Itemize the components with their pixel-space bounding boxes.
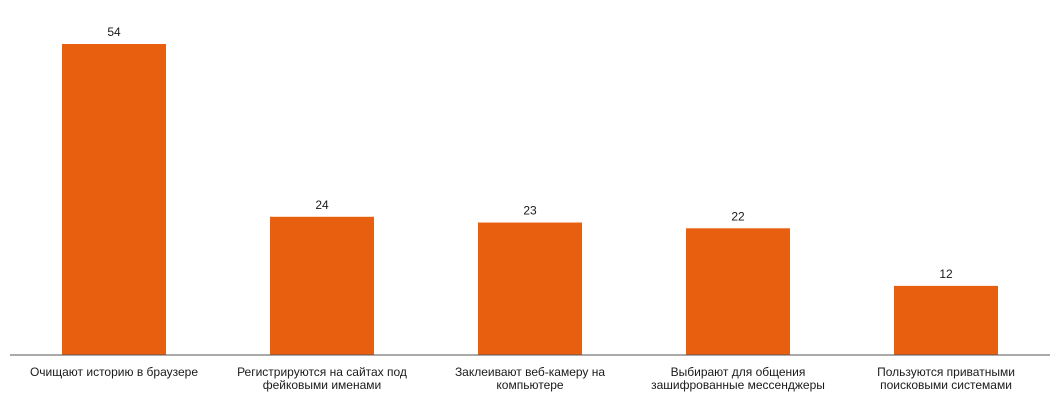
category-label-line: Заклеивают веб-камеру на [455, 365, 605, 379]
value-label-1: 54 [107, 25, 121, 39]
category-label-line: Пользуются приватными [877, 365, 1015, 379]
value-label-2: 24 [315, 198, 329, 212]
category-label-line: поисковыми системами [880, 378, 1012, 392]
bar-4 [686, 228, 790, 355]
category-label-line: Выбирают для общения [671, 365, 806, 379]
category-label-line: компьютере [496, 378, 564, 392]
category-label-1: Очищают историю в браузере [30, 365, 198, 379]
category-label-line: фейковыми именами [263, 378, 381, 392]
value-label-5: 12 [939, 267, 953, 281]
category-label-line: зашифрованные мессенджеры [651, 378, 825, 392]
category-label-line: Регистрируются на сайтах под [237, 365, 407, 379]
value-label-3: 23 [523, 204, 537, 218]
bar-1 [62, 44, 166, 355]
category-label-2: Регистрируются на сайтах под фейковыми им… [237, 365, 407, 392]
bars-group [62, 44, 998, 355]
bar-3 [478, 222, 582, 355]
bar-2 [270, 216, 374, 355]
category-labels-group: Очищают историю в браузере Регистрируются… [30, 365, 1015, 392]
category-label-3: Заклеивают веб-камеру на компьютере [455, 365, 605, 392]
bar-5 [894, 285, 998, 355]
value-label-4: 22 [731, 209, 745, 223]
category-label-4: Выбирают для общения зашифрованные мессен… [651, 365, 825, 392]
category-label-5: Пользуются приватными поисковыми системам… [877, 365, 1015, 392]
category-label-line: Очищают историю в браузере [30, 365, 198, 379]
value-labels-group: 54 24 23 22 12 [107, 25, 953, 281]
